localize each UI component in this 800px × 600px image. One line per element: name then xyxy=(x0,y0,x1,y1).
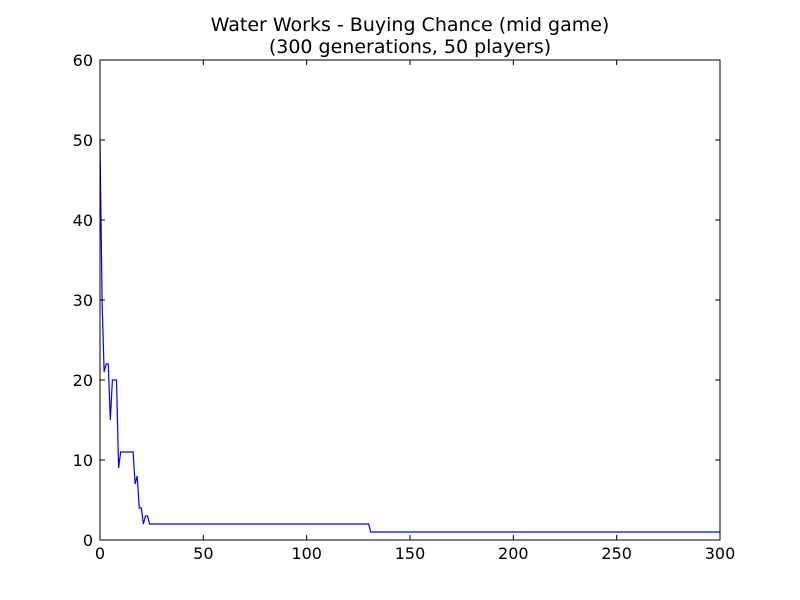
x-tick-label: 200 xyxy=(498,544,529,563)
y-tick-label: 30 xyxy=(73,291,93,310)
x-tick-label: 50 xyxy=(193,544,213,563)
plot-area: 0 50 100 150 200 250 300 0 10 20 30 40 50 60 xyxy=(73,51,736,563)
chart-title: Water Works - Buying Chance (mid game) xyxy=(211,14,610,36)
y-tick-label: 0 xyxy=(83,531,93,550)
x-tick-label: 150 xyxy=(395,544,426,563)
x-tick-label: 100 xyxy=(291,544,322,563)
y-tick-label: 50 xyxy=(73,131,93,150)
y-tick-label: 60 xyxy=(73,51,93,70)
y-tick-label: 40 xyxy=(73,211,93,230)
chart-subtitle: (300 generations, 50 players) xyxy=(269,36,551,58)
y-tick-label: 20 xyxy=(73,371,93,390)
plot-frame xyxy=(99,59,721,541)
x-tick-label: 250 xyxy=(601,544,632,563)
series-line-0 xyxy=(99,139,720,533)
x-tick-label: 0 xyxy=(95,544,105,563)
y-tick-label: 10 xyxy=(73,451,93,470)
x-tick-label: 300 xyxy=(705,544,736,563)
